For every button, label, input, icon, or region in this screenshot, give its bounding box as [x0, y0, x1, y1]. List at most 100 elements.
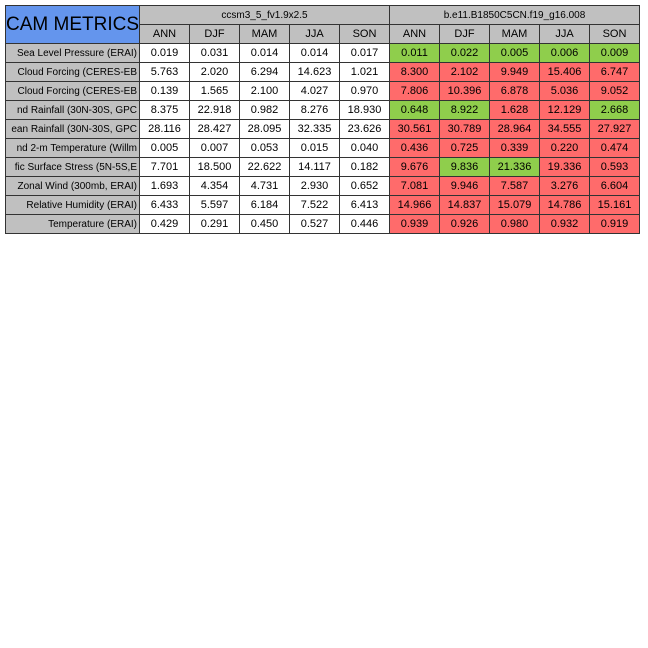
metric-cell-run1: 0.652 — [339, 176, 390, 196]
metric-cell-run2: 7.081 — [389, 176, 440, 196]
metric-cell-run2: 0.005 — [489, 43, 540, 63]
metric-cell-run2: 0.009 — [589, 43, 640, 63]
metric-cell-run1: 7.701 — [139, 157, 190, 177]
table-row: nd Rainfall (30N-30S, GPC 8.375 22.918 0.98… — [5, 100, 640, 120]
metric-cell-run1: 4.354 — [189, 176, 240, 196]
metric-cell-run1: 18.500 — [189, 157, 240, 177]
metric-cell-run2: 7.806 — [389, 81, 440, 101]
metric-cell-run1: 8.375 — [139, 100, 190, 120]
metric-cell-run1: 28.116 — [139, 119, 190, 139]
metric-cell-run2: 21.336 — [489, 157, 540, 177]
run-header-2: b.e11.B1850C5CN.f19_g16.008 — [389, 5, 640, 25]
metric-cell-run1: 6.413 — [339, 195, 390, 215]
metric-cell-run2: 0.939 — [389, 214, 440, 234]
metric-cell-run1: 6.433 — [139, 195, 190, 215]
metric-cell-run1: 0.982 — [239, 100, 290, 120]
row-label: Sea Level Pressure (ERAI) — [5, 43, 140, 63]
season-header: DJF — [439, 24, 490, 44]
season-header: MAM — [489, 24, 540, 44]
metric-cell-run1: 0.040 — [339, 138, 390, 158]
metric-cell-run1: 18.930 — [339, 100, 390, 120]
row-label-text: ean Rainfall (30N-30S, GPC — [11, 123, 137, 135]
metric-cell-run2: 34.555 — [539, 119, 590, 139]
table-row: Sea Level Pressure (ERAI) 0.019 0.031 0.014… — [5, 43, 640, 63]
metric-cell-run2: 9.052 — [589, 81, 640, 101]
metric-cell-run2: 0.474 — [589, 138, 640, 158]
metric-cell-run2: 14.786 — [539, 195, 590, 215]
metric-cell-run2: 0.725 — [439, 138, 490, 158]
metric-cell-run2: 19.336 — [539, 157, 590, 177]
row-label: Zonal Wind (300mb, ERAI) — [5, 176, 140, 196]
table-row: Zonal Wind (300mb, ERAI) 1.693 4.354 4.731 2… — [5, 176, 640, 196]
metric-cell-run2: 6.604 — [589, 176, 640, 196]
row-label-text: Temperature (ERAI) — [48, 218, 137, 230]
season-header: DJF — [189, 24, 240, 44]
metric-cell-run2: 9.676 — [389, 157, 440, 177]
metric-cell-run2: 0.011 — [389, 43, 440, 63]
metric-cell-run2: 0.980 — [489, 214, 540, 234]
metric-cell-run1: 5.597 — [189, 195, 240, 215]
metric-cell-run1: 0.014 — [239, 43, 290, 63]
season-header: SON — [589, 24, 640, 44]
table-row: fic Surface Stress (5N-5S,E 7.701 18.500 22… — [5, 157, 640, 177]
table-title: CAM METRICS — [5, 5, 140, 44]
metric-cell-run1: 6.294 — [239, 62, 290, 82]
metric-cell-run1: 0.014 — [289, 43, 340, 63]
row-label: ean Rainfall (30N-30S, GPC — [5, 119, 140, 139]
row-label-text: fic Surface Stress (5N-5S,E — [14, 161, 137, 173]
metric-cell-run2: 6.747 — [589, 62, 640, 82]
table-row: nd 2-m Temperature (Willm 0.005 0.007 0.053… — [5, 138, 640, 158]
metrics-body: Sea Level Pressure (ERAI) 0.019 0.031 0.014… — [5, 43, 640, 234]
metric-cell-run1: 0.019 — [139, 43, 190, 63]
metric-cell-run1: 4.731 — [239, 176, 290, 196]
metric-cell-run1: 2.020 — [189, 62, 240, 82]
row-label-text: nd 2-m Temperature (Willm — [16, 142, 137, 154]
metric-cell-run2: 9.949 — [489, 62, 540, 82]
row-label: fic Surface Stress (5N-5S,E — [5, 157, 140, 177]
metric-cell-run2: 0.648 — [389, 100, 440, 120]
metric-cell-run1: 28.095 — [239, 119, 290, 139]
metric-cell-run1: 2.100 — [239, 81, 290, 101]
metric-cell-run2: 0.220 — [539, 138, 590, 158]
metric-cell-run1: 28.427 — [189, 119, 240, 139]
metric-cell-run2: 7.587 — [489, 176, 540, 196]
metric-cell-run2: 2.102 — [439, 62, 490, 82]
metric-cell-run2: 14.837 — [439, 195, 490, 215]
row-label: Cloud Forcing (CERES-EB — [5, 81, 140, 101]
metric-cell-run2: 8.300 — [389, 62, 440, 82]
row-label: nd 2-m Temperature (Willm — [5, 138, 140, 158]
season-header: SON — [339, 24, 390, 44]
season-header: MAM — [239, 24, 290, 44]
metric-cell-run1: 0.429 — [139, 214, 190, 234]
metric-cell-run1: 0.139 — [139, 81, 190, 101]
metric-cell-run2: 28.964 — [489, 119, 540, 139]
metric-cell-run2: 0.022 — [439, 43, 490, 63]
row-label-text: Sea Level Pressure (ERAI) — [16, 47, 137, 59]
metric-cell-run1: 0.007 — [189, 138, 240, 158]
metric-cell-run2: 12.129 — [539, 100, 590, 120]
metric-cell-run2: 3.276 — [539, 176, 590, 196]
row-label-text: Cloud Forcing (CERES-EB — [17, 85, 137, 97]
metric-cell-run2: 10.396 — [439, 81, 490, 101]
metric-cell-run1: 0.017 — [339, 43, 390, 63]
table-row: Cloud Forcing (CERES-EB 0.139 1.565 2.100 4.… — [5, 81, 640, 101]
metric-cell-run1: 14.117 — [289, 157, 340, 177]
metric-cell-run2: 6.878 — [489, 81, 540, 101]
row-label-text: Zonal Wind (300mb, ERAI) — [17, 180, 138, 192]
row-label-text: Relative Humidity (ERAI) — [26, 199, 137, 211]
metric-cell-run2: 15.161 — [589, 195, 640, 215]
metric-cell-run1: 8.276 — [289, 100, 340, 120]
metric-cell-run1: 0.005 — [139, 138, 190, 158]
metric-cell-run1: 0.031 — [189, 43, 240, 63]
table-row: Cloud Forcing (CERES-EB 5.763 2.020 6.294 14… — [5, 62, 640, 82]
season-header: ANN — [389, 24, 440, 44]
row-label: nd Rainfall (30N-30S, GPC — [5, 100, 140, 120]
metric-cell-run1: 0.053 — [239, 138, 290, 158]
metric-cell-run1: 0.970 — [339, 81, 390, 101]
metric-cell-run1: 23.626 — [339, 119, 390, 139]
season-header: ANN — [139, 24, 190, 44]
metric-cell-run2: 30.789 — [439, 119, 490, 139]
metric-cell-run1: 1.693 — [139, 176, 190, 196]
metric-cell-run2: 0.006 — [539, 43, 590, 63]
metric-cell-run1: 14.623 — [289, 62, 340, 82]
